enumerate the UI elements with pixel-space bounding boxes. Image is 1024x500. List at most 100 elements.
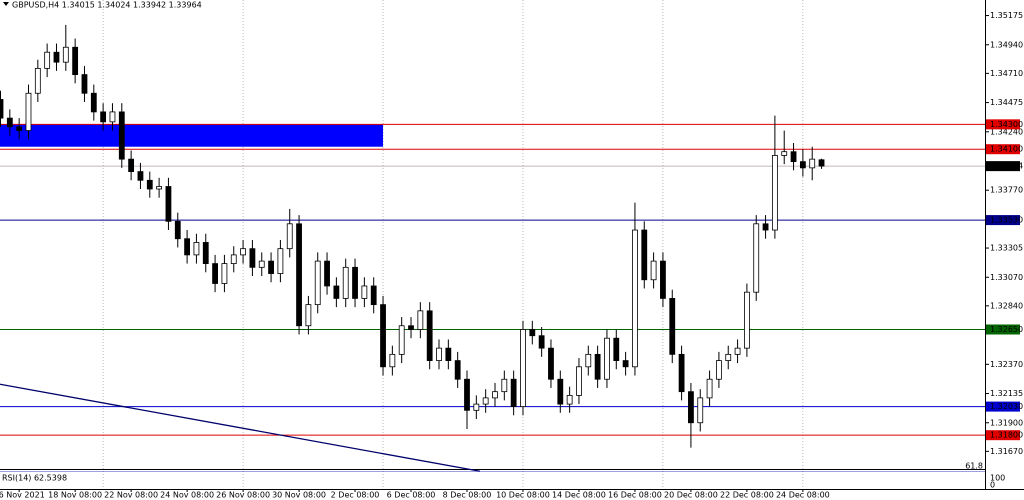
- candle-body: [90, 92, 97, 113]
- candle-body: [258, 260, 265, 268]
- candle-body: [762, 223, 769, 231]
- level-label: 1.32030: [990, 402, 1023, 411]
- candle-body: [193, 242, 200, 256]
- x-tick-label: 14 Dec 08:00: [552, 491, 606, 500]
- candle-body: [790, 151, 797, 163]
- level-tag: [986, 215, 1020, 226]
- y-tick-label: 1.34475: [990, 98, 1023, 107]
- y-tick-label: 1.31670: [990, 447, 1023, 456]
- candle-body: [352, 266, 358, 299]
- x-tick-label: 6 Dec 08:00: [387, 491, 436, 500]
- menu-icon[interactable]: [3, 2, 9, 6]
- candle-body: [585, 353, 592, 368]
- candle-body: [174, 220, 181, 240]
- candle-body: [454, 360, 461, 380]
- y-tick-label: 1.31900: [990, 418, 1023, 427]
- candle-body: [165, 186, 172, 222]
- candle-body: [156, 186, 163, 190]
- candle-body: [118, 111, 125, 160]
- x-tick-label: 10 Dec 08:00: [496, 491, 550, 500]
- candle-body: [771, 155, 778, 231]
- y-tick-label: 1.32370: [990, 360, 1023, 369]
- candle-body: [249, 248, 256, 268]
- candle-body: [417, 310, 424, 330]
- candle-body: [398, 325, 405, 355]
- candle-body: [604, 337, 610, 380]
- x-tick-label: 22 Nov 08:00: [104, 491, 158, 500]
- level-tag: [986, 144, 1020, 155]
- candle-body: [16, 126, 23, 131]
- candle-body: [669, 298, 676, 355]
- rsi-min-label: 0: [990, 481, 995, 490]
- candle-body: [510, 378, 517, 407]
- candle-body: [184, 238, 191, 256]
- y-tick-label: 1.34940: [990, 40, 1023, 49]
- candle-body: [557, 378, 564, 405]
- candle-body: [408, 325, 414, 330]
- candle-body: [370, 285, 377, 306]
- level-label: 1.34100: [990, 145, 1023, 154]
- candle-body: [436, 347, 442, 361]
- candle-body: [482, 397, 489, 405]
- candle-body: [697, 397, 704, 424]
- x-tick-label: 18 Nov 08:00: [48, 491, 102, 500]
- rsi-max-label: 100: [990, 474, 1005, 483]
- candle-body: [426, 310, 433, 361]
- candle-body: [650, 260, 657, 281]
- candle-body: [594, 353, 601, 380]
- level-label: 1.34300: [990, 120, 1023, 129]
- level-tag: [986, 324, 1020, 335]
- candle-body: [716, 360, 722, 380]
- candle-body: [520, 329, 526, 407]
- x-tick-label: 22 Dec 08:00: [720, 491, 774, 500]
- x-tick-label: 16 Dec 08:00: [608, 491, 662, 500]
- candle-body: [72, 46, 79, 76]
- candle-body: [660, 260, 666, 299]
- trendline: [0, 383, 481, 472]
- candle-body: [212, 263, 218, 284]
- candle-body: [305, 304, 312, 327]
- y-tick-label: 1.33070: [990, 273, 1023, 282]
- last-price-tag: [986, 161, 1020, 172]
- candle-body: [548, 347, 554, 380]
- candle-body: [688, 391, 694, 424]
- candle-body: [744, 291, 750, 349]
- candle-body: [734, 347, 741, 355]
- y-tick-label: 1.33770: [990, 186, 1023, 195]
- chart-title: GBPUSD,H4 1.34015 1.34024 1.33942 1.3396…: [12, 1, 202, 10]
- candle-body: [146, 179, 153, 190]
- candle-body: [678, 353, 685, 393]
- candle-body: [473, 403, 480, 411]
- candle-body: [314, 260, 321, 306]
- candle-body: [809, 158, 816, 169]
- candle-body: [333, 285, 340, 299]
- candle-body: [799, 161, 806, 169]
- candle-body: [538, 335, 545, 349]
- candle-body: [464, 378, 470, 411]
- level-label: 1.33530: [990, 216, 1023, 225]
- candle-body: [277, 248, 284, 274]
- level-label: 1.32650: [990, 325, 1023, 334]
- candle-body: [445, 347, 452, 361]
- candle-body: [632, 229, 638, 368]
- level-tag: [986, 401, 1020, 412]
- y-tick-label: 1.33305: [990, 244, 1023, 253]
- candle-body: [529, 329, 536, 337]
- candle-body: [641, 229, 648, 281]
- level-tag: [986, 119, 1020, 130]
- x-tick-label: 2 Dec 08:00: [331, 491, 380, 500]
- candle-body: [725, 353, 732, 361]
- candle-body: [34, 67, 41, 94]
- candle-body: [268, 260, 274, 274]
- x-tick-label: 26 Nov 08:00: [216, 491, 270, 500]
- candle-body: [44, 51, 51, 69]
- candle-body: [361, 285, 368, 299]
- last-price-label: 1.33964: [990, 162, 1023, 171]
- candle-body: [202, 242, 209, 264]
- candle-body: [342, 266, 349, 299]
- candle-body: [613, 337, 620, 361]
- y-tick-label: 1.34710: [990, 69, 1023, 78]
- candle-body: [100, 111, 107, 123]
